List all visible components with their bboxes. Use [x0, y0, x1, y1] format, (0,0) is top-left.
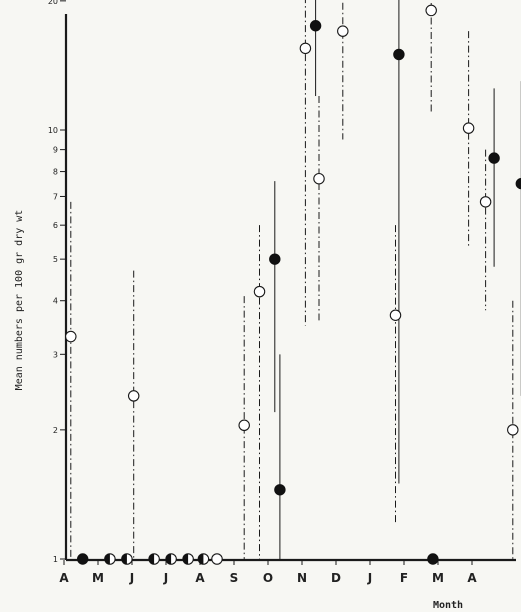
open-point	[313, 172, 325, 185]
half-filled-point	[182, 553, 194, 565]
x-tick-label: J	[163, 571, 168, 585]
filled-point	[274, 484, 286, 496]
y-tick-label: 9	[53, 146, 58, 155]
half-filled-point	[148, 553, 160, 565]
filled-point	[309, 20, 322, 32]
data-points	[65, 4, 521, 565]
axes	[64, 14, 516, 562]
open-point	[462, 122, 475, 134]
y-tick-label: 20	[48, 0, 58, 6]
open-point	[65, 330, 77, 343]
x-tick-label: A	[467, 571, 477, 585]
y-tick-label: 2	[53, 426, 58, 435]
x-tick-label: N	[297, 571, 307, 585]
y-tick-label: 7	[53, 192, 58, 201]
y-tick-label: 6	[53, 221, 58, 230]
error-bars	[70, 0, 521, 559]
open-point	[253, 285, 266, 298]
x-tick-label: F	[400, 571, 408, 585]
x-axis-title: Month	[433, 600, 463, 611]
open-point	[479, 196, 492, 208]
x-tick-label: A	[195, 571, 205, 585]
y-tick-label: 10	[48, 126, 58, 135]
open-point	[425, 4, 437, 17]
y-tick-label: 3	[53, 350, 58, 359]
x-tick-label: J	[129, 571, 134, 585]
open-point	[127, 390, 140, 402]
filled-point	[427, 553, 439, 565]
half-filled-point	[165, 553, 177, 565]
open-point	[337, 25, 349, 37]
x-tick-label: S	[230, 571, 239, 585]
filled-point	[269, 253, 281, 265]
x-tick-label: M	[92, 571, 104, 585]
y-tick-label: 8	[53, 168, 58, 177]
open-point	[389, 309, 402, 321]
open-point	[507, 424, 519, 436]
x-tick-label: A	[59, 571, 69, 585]
y-ticks: 123456789102030405060708090100200300	[48, 0, 66, 564]
y-tick-label: 1	[53, 555, 58, 564]
open-point	[299, 42, 312, 55]
x-tick-label: M	[432, 571, 444, 585]
open-point	[238, 419, 250, 432]
open-point	[211, 553, 223, 565]
y-tick-label: 4	[53, 297, 58, 306]
filled-point	[77, 553, 89, 565]
x-tick-label: O	[263, 571, 273, 585]
half-filled-point	[104, 553, 116, 565]
half-filled-point	[121, 553, 133, 565]
y-tick-label: 5	[53, 255, 58, 264]
filled-point	[393, 48, 405, 61]
y-axis-title: Mean numbers per 100 gr dry wt	[14, 210, 25, 391]
x-tick-label: J	[367, 571, 372, 585]
x-tick-label: D	[331, 571, 341, 585]
filled-point	[488, 152, 500, 164]
half-filled-point	[197, 553, 210, 565]
filled-point	[515, 177, 521, 190]
